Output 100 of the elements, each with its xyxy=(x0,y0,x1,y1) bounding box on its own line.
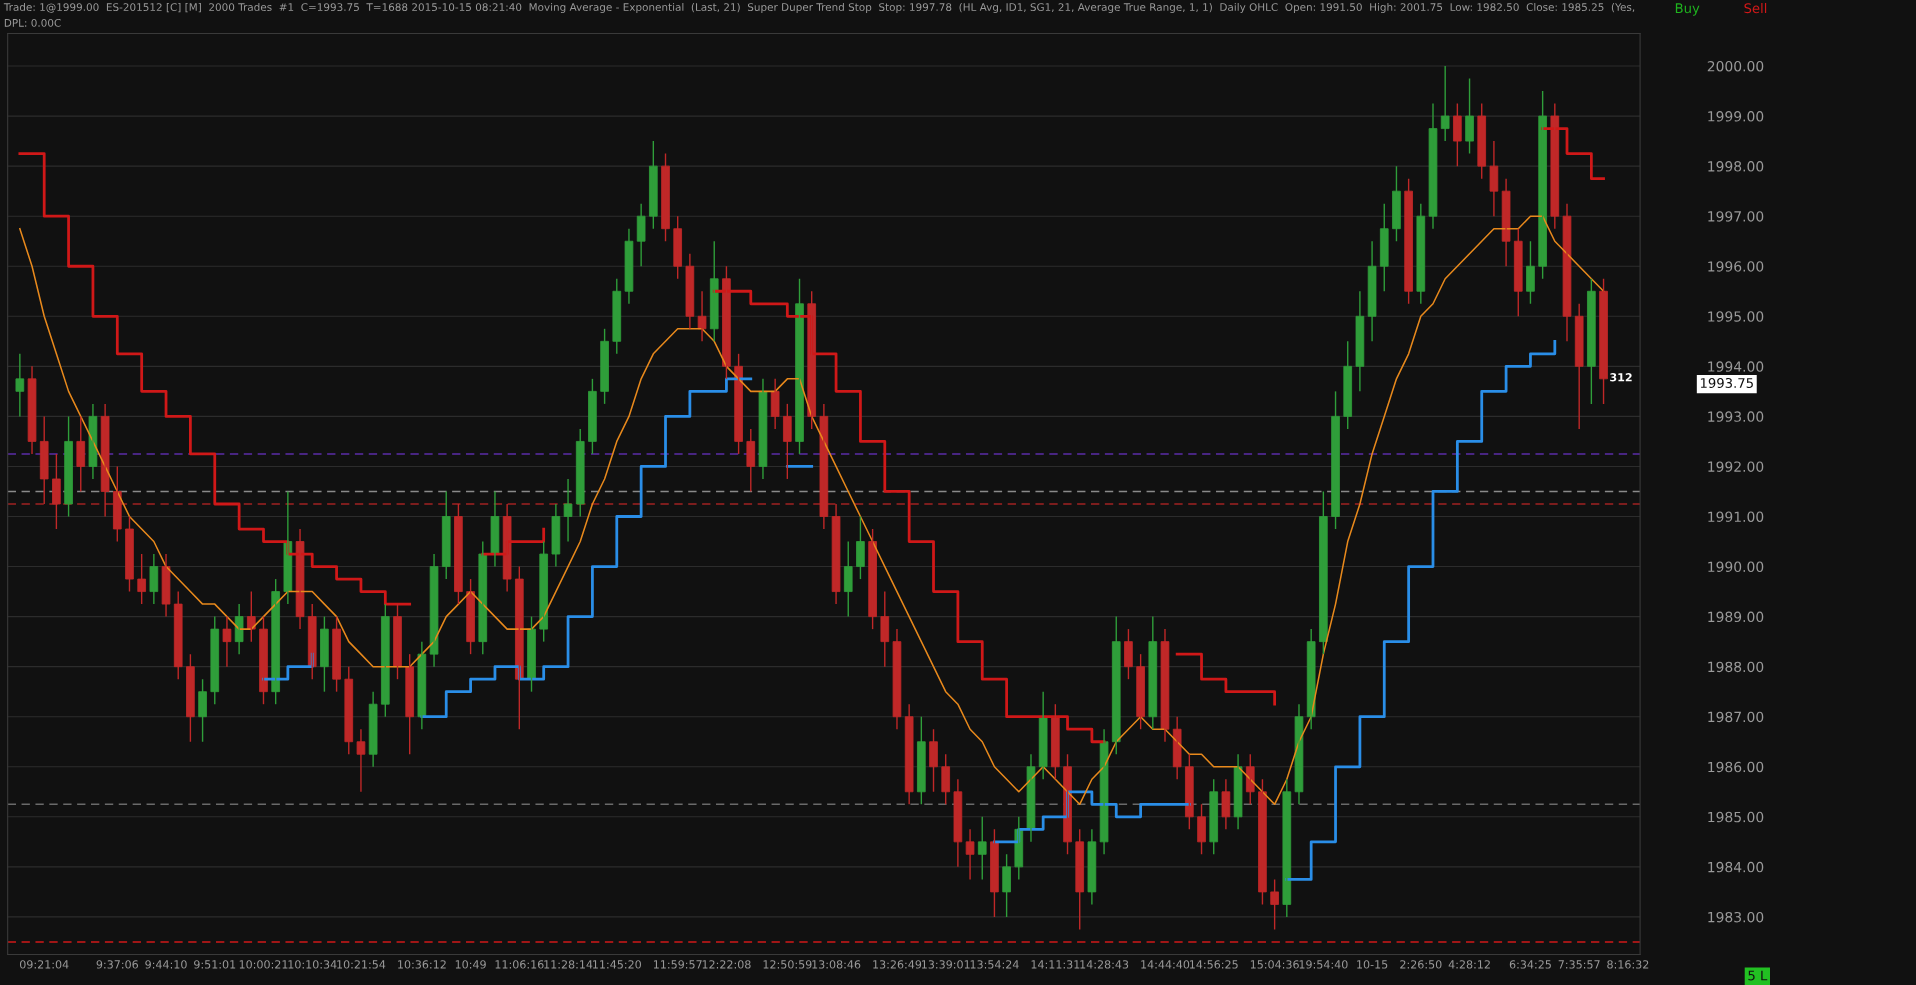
candlestick xyxy=(1258,778,1267,906)
x-tick-label: 10:00:21 xyxy=(239,960,288,969)
candlestick xyxy=(27,365,37,455)
x-tick-label: 10:21:54 xyxy=(337,960,386,969)
candlestick xyxy=(624,228,634,305)
candlestick xyxy=(344,665,354,755)
x-tick-label: 14:11:31 xyxy=(1031,960,1080,969)
x-tick-label: 15:04:36 xyxy=(1250,960,1299,969)
candlestick xyxy=(1599,278,1608,405)
candlestick xyxy=(1209,778,1219,856)
candlestick xyxy=(39,415,49,505)
chart-title: Trade: 1@1999.00 ES-201512 [C] [M] 2000 Trades #1 C=1993.75 T=1688 2015-10-15 08:21:40 Moving Average - Exponential (Last, 21) Super Duper Trend Stop Stop: 1997.78 (HL Avg, ID1, SG1, 21, Average True Range, 1, 1) Daily OHLC Open: 1991.50 High: 2001.75 Low: 1982.50 Close: 1985.25 (Yes, xyxy=(3,2,1635,14)
candlestick xyxy=(1319,490,1328,655)
chart-subtitle: DPL: 0.00C xyxy=(4,18,61,27)
candlestick xyxy=(1404,177,1413,305)
x-tick-label: 19:54:40 xyxy=(1299,960,1348,969)
candlestick xyxy=(868,528,877,630)
y-tick-label: 1999.00 xyxy=(1708,111,1764,122)
candlestick xyxy=(1331,390,1340,530)
candlestick xyxy=(612,278,622,355)
text: 5 L xyxy=(1748,970,1768,981)
candlestick xyxy=(673,215,683,280)
y-tick-label: 1988.00 xyxy=(1708,661,1764,673)
candlestick xyxy=(1075,828,1085,931)
candlestick xyxy=(1562,202,1572,343)
candlestick xyxy=(661,152,670,242)
x-tick-label: 10-15 xyxy=(1357,960,1388,969)
candlestick xyxy=(441,490,451,580)
candlestick xyxy=(76,415,86,493)
candlestick xyxy=(783,403,792,480)
candlestick xyxy=(856,515,865,580)
candlestick xyxy=(1526,240,1535,305)
y-tick-label: 1994.00 xyxy=(1708,361,1764,372)
x-tick-label: 11:28:14 xyxy=(544,960,593,969)
x-tick-label: 9:37:06 xyxy=(96,960,139,969)
candlestick xyxy=(429,553,439,668)
candlestick xyxy=(381,603,390,718)
x-tick-label: 11:06:16 xyxy=(495,960,544,969)
x-tick-label: 10:36:12 xyxy=(398,960,446,969)
x-tick-label: 13:54:24 xyxy=(970,960,1019,969)
y-tick-label: 1987.00 xyxy=(1708,711,1764,723)
candlestick xyxy=(1379,202,1389,292)
candlestick xyxy=(1513,228,1523,317)
candlestick xyxy=(1002,853,1011,918)
text: Buy xyxy=(1675,3,1700,16)
candlestick xyxy=(198,678,207,743)
candlestick xyxy=(332,615,341,693)
text: 1993.75 xyxy=(1700,378,1753,388)
y-tick-label: 1989.00 xyxy=(1708,611,1764,623)
candlestick xyxy=(1136,653,1145,730)
x-tick-label: 9:51:01 xyxy=(194,960,236,969)
candlestick xyxy=(173,590,183,680)
y-tick-label: 1998.00 xyxy=(1708,161,1764,172)
candlestick xyxy=(125,515,134,593)
x-tick-label: 7:35:57 xyxy=(1558,960,1600,969)
y-tick-label: 1983.00 xyxy=(1708,911,1764,923)
x-tick-label: 10:49 xyxy=(455,960,486,969)
x-tick-label: 14:28:43 xyxy=(1080,960,1129,969)
candlestick xyxy=(210,615,220,705)
y-tick-label: 1997.00 xyxy=(1708,211,1764,222)
y-tick-label: 1990.00 xyxy=(1708,561,1764,573)
x-tick-label: 2:26:50 xyxy=(1400,960,1442,969)
candlestick xyxy=(1185,753,1194,831)
y-tick-label: 1993.00 xyxy=(1708,411,1764,422)
y-tick-label: 1985.00 xyxy=(1708,811,1764,823)
y-tick-label: 1984.00 xyxy=(1708,861,1764,873)
annotation: 312 xyxy=(1610,373,1632,382)
y-tick-label: 1986.00 xyxy=(1708,761,1764,773)
text: Sell xyxy=(1744,2,1767,14)
x-tick-label: 9:44:10 xyxy=(145,960,187,969)
candlestick xyxy=(1148,615,1158,730)
x-tick-label: 8:16:32 xyxy=(1607,960,1649,969)
candlestick xyxy=(1160,628,1170,743)
x-tick-label: 13:39:01 xyxy=(921,960,970,969)
candlestick xyxy=(1428,102,1438,230)
candlestick xyxy=(1477,102,1487,180)
candlestick xyxy=(892,628,902,730)
candlestick xyxy=(186,653,195,743)
candlestick xyxy=(929,728,938,793)
candlestick xyxy=(1124,628,1133,680)
x-tick-label: 12:22:08 xyxy=(702,960,751,969)
candlestick xyxy=(1538,90,1547,280)
candlestick xyxy=(1465,77,1474,155)
line-series xyxy=(19,215,1605,806)
x-tick-label: 12:50:59 xyxy=(763,960,812,969)
candlestick xyxy=(454,503,463,605)
x-tick-label: 4:28:12 xyxy=(1448,960,1490,969)
x-tick-label: 14:56:25 xyxy=(1189,960,1238,969)
x-tick-label: 11:59:57 xyxy=(653,960,702,969)
candlestick xyxy=(758,378,768,480)
candlestick xyxy=(843,540,853,618)
candlestick xyxy=(137,553,146,605)
candlestick xyxy=(746,428,756,493)
candlestick xyxy=(490,490,500,568)
candlestick xyxy=(1343,340,1353,430)
candlestick xyxy=(977,816,987,881)
x-tick-label: 6:34:25 xyxy=(1509,960,1551,969)
candlestick xyxy=(649,140,658,230)
candlestick xyxy=(405,653,414,755)
candlestick xyxy=(1392,165,1401,242)
